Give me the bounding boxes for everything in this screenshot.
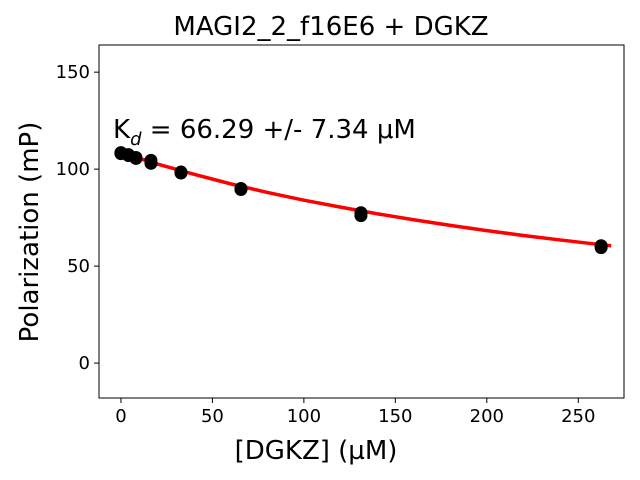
data-point — [174, 166, 188, 180]
x-tick-label: 0 — [115, 406, 126, 427]
y-tick-label: 0 — [79, 353, 90, 374]
plot-frame — [98, 44, 625, 399]
x-tick-label: 150 — [378, 406, 412, 427]
kd-annotation-prefix: K — [113, 115, 131, 145]
kd-annotation: Kd = 66.29 +/- 7.34 μM — [113, 115, 416, 150]
kd-annotation-value: = 66.29 +/- 7.34 μM — [142, 115, 416, 145]
data-point — [129, 151, 143, 165]
x-tick-label: 200 — [470, 406, 504, 427]
chart-title: MAGI2_2_f16E6 + DGKZ — [173, 12, 488, 42]
x-axis-label: [DGKZ] (µM) — [235, 436, 398, 466]
kd-annotation-subscript: d — [130, 129, 142, 150]
x-tick-label: 100 — [287, 406, 321, 427]
x-axis-ticks: 0 50 100 150 200 250 — [115, 398, 595, 427]
data-point — [144, 156, 158, 170]
x-tick-label: 250 — [561, 406, 595, 427]
data-points — [114, 146, 608, 255]
data-point — [234, 182, 248, 196]
y-tick-label: 50 — [67, 256, 90, 277]
data-point — [354, 209, 368, 223]
y-tick-label: 100 — [56, 159, 90, 180]
y-axis-label: Polarization (mP) — [15, 122, 45, 343]
fit-curve — [120, 150, 612, 248]
data-point — [594, 241, 608, 255]
x-tick-label: 50 — [201, 406, 224, 427]
y-tick-label: 150 — [56, 62, 90, 83]
y-axis-ticks: 0 50 100 150 — [56, 62, 99, 374]
